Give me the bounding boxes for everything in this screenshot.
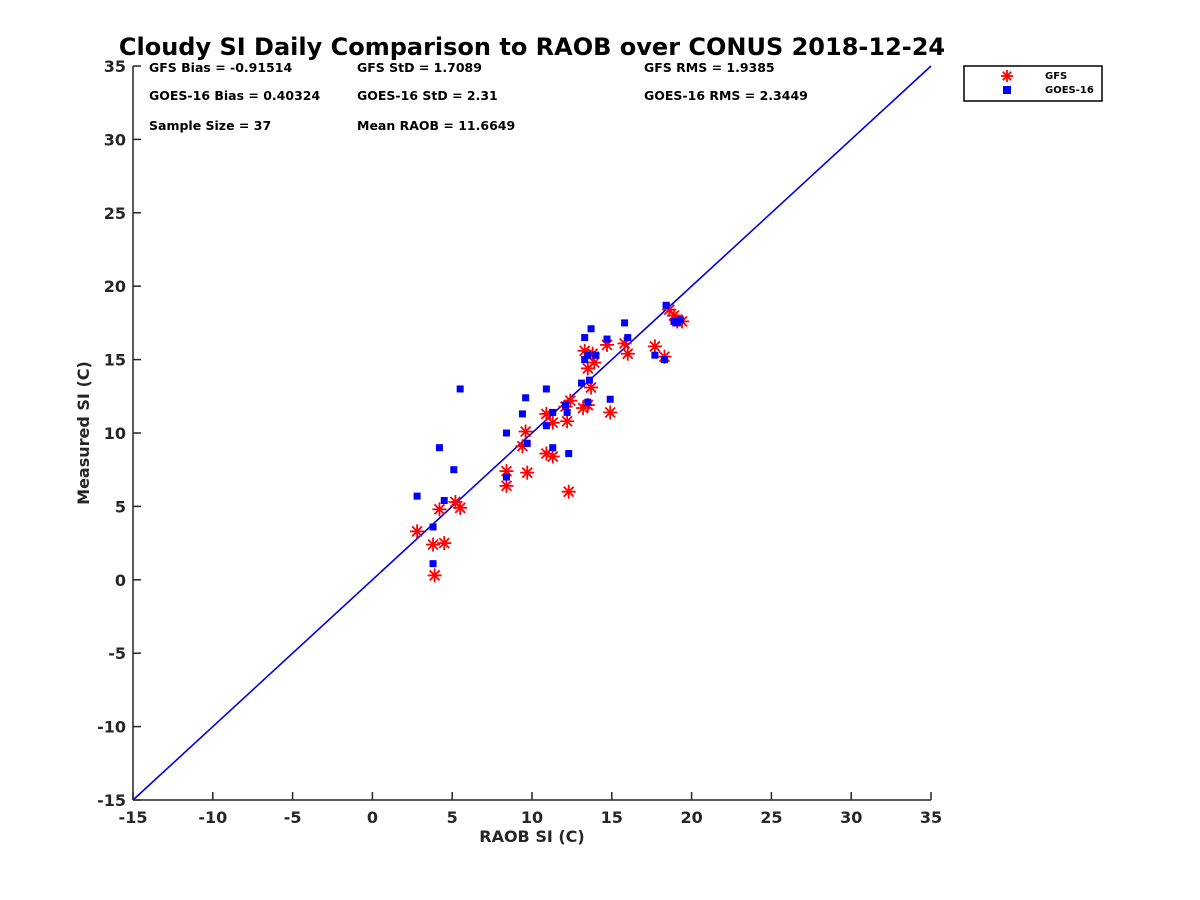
legend-goes16-marker [1003, 86, 1011, 94]
y-axis-ticks: -15 -10 -5 0 5 10 15 20 25 30 35 [97, 57, 141, 810]
goes16-point [565, 450, 573, 458]
x-tick-label: 30 [840, 808, 862, 827]
gfs-point [518, 424, 533, 439]
stat-mean-raob: Mean RAOB = 11.6649 [357, 118, 515, 133]
x-tick-label: 25 [760, 808, 782, 827]
x-tick-label: -15 [119, 808, 148, 827]
y-tick-label: 25 [104, 204, 126, 223]
stat-gfs-rms: GFS RMS = 1.9385 [644, 60, 775, 75]
y-axis-label: Measured SI (C) [74, 361, 93, 505]
goes16-point [549, 444, 557, 452]
stat-goes-bias: GOES-16 Bias = 0.40324 [149, 88, 320, 103]
goes16-point [603, 335, 611, 343]
stat-goes-std: GOES-16 StD = 2.31 [357, 88, 498, 103]
x-axis-label: RAOB SI (C) [479, 827, 584, 846]
goes16-point [585, 376, 593, 384]
goes16-point [577, 379, 585, 387]
goes16-point [581, 334, 589, 342]
x-axis-ticks: -15 -10 -5 0 5 10 15 20 25 30 35 [119, 792, 942, 827]
goes16-point [429, 560, 437, 568]
plot-area: -15 -10 -5 0 5 10 15 20 25 30 35 -15 -10 -5 0 5 10 15 20 2… [97, 57, 942, 827]
y-tick-label: -10 [97, 718, 126, 737]
legend: GFS GOES-16 [963, 65, 1103, 102]
gfs-point [561, 484, 576, 499]
goes16-point [522, 394, 530, 402]
gfs-point [410, 524, 425, 539]
gfs-point [437, 536, 452, 551]
goes16-point [592, 351, 600, 359]
y-tick-label: 35 [104, 57, 126, 76]
goes16-point [584, 351, 592, 359]
stats-annotations: GFS Bias = -0.91514 GFS StD = 1.7089 GFS… [149, 60, 808, 133]
x-tick-label: -10 [198, 808, 227, 827]
gfs-point [427, 568, 442, 583]
x-tick-label: 15 [601, 808, 623, 827]
goes16-point [450, 466, 458, 474]
goes16-point [606, 395, 614, 403]
goes16-point [440, 497, 448, 505]
goes16-point [651, 351, 659, 359]
y-tick-label: 15 [104, 351, 126, 370]
gfs-point [499, 478, 514, 493]
x-tick-label: -5 [284, 808, 302, 827]
x-tick-label: 10 [521, 808, 543, 827]
gfs-point [620, 346, 635, 361]
y-tick-label: 20 [104, 277, 126, 296]
y-tick-label: 5 [115, 497, 126, 516]
goes16-point [502, 473, 510, 481]
y-tick-label: -15 [97, 791, 126, 810]
gfs-point [520, 465, 535, 480]
chart-title: Cloudy SI Daily Comparison to RAOB over … [119, 33, 945, 61]
gfs-point [453, 500, 468, 515]
x-tick-label: 20 [680, 808, 702, 827]
goes16-point [542, 422, 550, 430]
stat-gfs-std: GFS StD = 1.7089 [357, 60, 482, 75]
goes16-point [660, 356, 668, 364]
goes16-point [518, 410, 526, 418]
goes16-point [581, 356, 589, 364]
goes16-point [456, 385, 464, 393]
goes16-point [542, 385, 550, 393]
y-tick-label: 0 [115, 571, 126, 590]
x-tick-label: 35 [920, 808, 942, 827]
y-tick-label: -5 [108, 644, 126, 663]
legend-goes16-label: GOES-16 [1045, 85, 1094, 96]
goes16-point [563, 408, 571, 416]
gfs-point [603, 405, 618, 420]
goes16-point [413, 492, 421, 500]
one-to-one-line [132, 65, 932, 801]
gfs-point [432, 502, 447, 517]
gfs-point [560, 414, 575, 429]
goes16-point [562, 401, 570, 409]
goes16-point [584, 398, 592, 406]
goes16-point [662, 301, 670, 309]
gfs-point [545, 449, 560, 464]
goes16-point [502, 429, 510, 437]
stat-gfs-bias: GFS Bias = -0.91514 [149, 60, 292, 75]
stat-goes-rms: GOES-16 RMS = 2.3449 [644, 88, 808, 103]
goes16-point [435, 444, 443, 452]
y-tick-label: 30 [104, 130, 126, 149]
goes16-point [549, 408, 557, 416]
goes16-point [523, 439, 531, 447]
goes16-point [621, 319, 629, 327]
reference-line-layer [132, 65, 932, 801]
gfs-point [647, 339, 662, 354]
goes16-point [587, 325, 595, 333]
y-tick-label: 10 [104, 424, 126, 443]
stat-sample-size: Sample Size = 37 [149, 118, 271, 133]
legend-box [963, 65, 1103, 102]
x-tick-label: 0 [367, 808, 378, 827]
goes16-point [624, 334, 632, 342]
goes16-series [413, 301, 684, 568]
goes16-point [676, 316, 684, 324]
legend-gfs-label: GFS [1045, 71, 1067, 82]
goes16-point [429, 523, 437, 531]
legend-gfs-asterisk [1001, 70, 1013, 82]
legend-gfs-marker [1001, 70, 1013, 82]
gfs-point [426, 537, 441, 552]
x-tick-label: 5 [447, 808, 458, 827]
